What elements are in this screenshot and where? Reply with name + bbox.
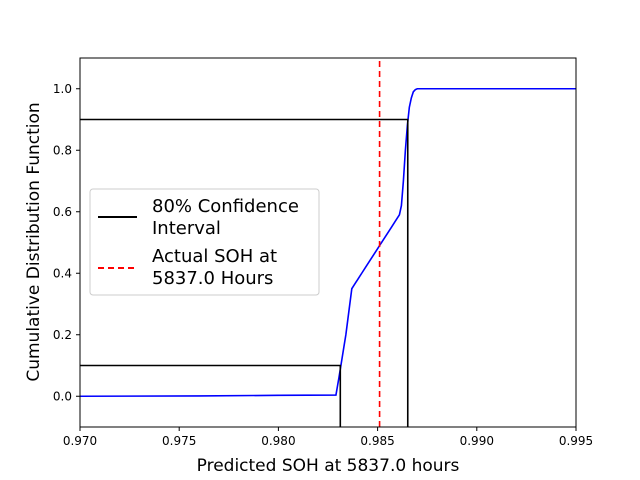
confidence-interval-line-2 (80, 118, 409, 427)
y-tick-label: 0.0 (53, 389, 72, 403)
x-axis-label: Predicted SOH at 5837.0 hours (197, 456, 460, 476)
legend-box (89, 188, 320, 296)
x-tick-label: 0.980 (261, 434, 295, 448)
legend-label-confidence-line1: 80% Confidence (152, 196, 299, 217)
plot-frame (79, 57, 577, 428)
x-tick-label: 0.975 (162, 434, 196, 448)
legend-label-actual-line1: Actual SOH at (152, 246, 277, 267)
y-axis-label: Cumulative Distribution Function (24, 102, 44, 381)
confidence-interval-line-1 (80, 364, 342, 427)
x-tick-label: 0.995 (559, 434, 593, 448)
y-tick-label: 0.2 (53, 328, 72, 342)
cdf-curve (80, 87, 576, 398)
x-tick-label: 0.990 (460, 434, 494, 448)
y-tick-label: 1.0 (53, 82, 72, 96)
y-tick-label: 0.6 (53, 205, 72, 219)
x-tick-label: 0.985 (360, 434, 394, 448)
axis-ticks: 0.970 0.975 0.980 0.985 0.990 0.995 0.0 0.2 0.4 0… (53, 82, 593, 448)
legend: 80% Confidence Interval Actual SOH at 58… (89, 188, 320, 296)
y-tick-label: 0.4 (53, 266, 72, 280)
legend-label-actual-line2: 5837.0 Hours (152, 268, 273, 289)
x-tick-label: 0.970 (63, 434, 97, 448)
legend-label-confidence-line2: Interval (152, 218, 221, 239)
plot-area (80, 58, 576, 427)
y-tick-label: 0.8 (53, 143, 72, 157)
